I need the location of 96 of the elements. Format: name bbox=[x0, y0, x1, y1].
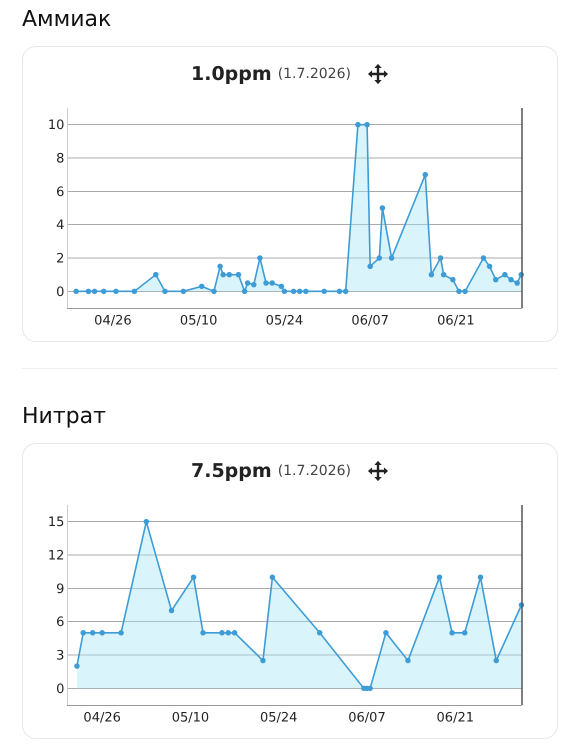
point bbox=[440, 272, 446, 278]
point bbox=[456, 288, 462, 294]
point bbox=[190, 574, 196, 580]
point bbox=[100, 288, 106, 294]
y-tick-label: 9 bbox=[56, 582, 64, 597]
y-tick-label: 8 bbox=[56, 152, 64, 167]
x-tick-label: 05/10 bbox=[172, 710, 210, 726]
chart-subtitle: 7.5ppm (1.7.2026) bbox=[191, 460, 351, 482]
point bbox=[132, 288, 138, 294]
point bbox=[270, 574, 276, 580]
point bbox=[92, 288, 98, 294]
x-tick-label: 06/21 bbox=[437, 314, 475, 329]
point bbox=[462, 288, 468, 294]
point bbox=[200, 630, 206, 636]
point bbox=[492, 276, 498, 282]
point bbox=[242, 288, 248, 294]
point bbox=[226, 272, 232, 278]
point bbox=[342, 288, 348, 294]
y-tick-label: 3 bbox=[56, 648, 64, 664]
point bbox=[364, 122, 370, 128]
point bbox=[217, 264, 223, 270]
point bbox=[219, 630, 225, 636]
point bbox=[367, 264, 373, 270]
point bbox=[86, 288, 92, 294]
y-tick-label: 6 bbox=[56, 184, 64, 200]
point bbox=[438, 255, 444, 261]
x-tick-label: 06/07 bbox=[348, 710, 386, 726]
point bbox=[405, 658, 411, 664]
point bbox=[422, 172, 428, 178]
point bbox=[278, 284, 284, 290]
point bbox=[153, 272, 159, 278]
x-tick-label: 06/21 bbox=[436, 710, 474, 726]
point bbox=[383, 630, 389, 636]
point bbox=[180, 288, 186, 294]
point bbox=[74, 663, 80, 669]
point bbox=[211, 288, 217, 294]
point bbox=[290, 288, 296, 294]
point bbox=[388, 255, 394, 261]
x-tick-label: 05/24 bbox=[260, 710, 298, 726]
point bbox=[480, 255, 486, 261]
point bbox=[244, 280, 250, 286]
point bbox=[168, 608, 174, 614]
point bbox=[450, 276, 456, 282]
point bbox=[220, 272, 226, 278]
point bbox=[355, 122, 361, 128]
point bbox=[144, 518, 150, 524]
point bbox=[198, 284, 204, 290]
point bbox=[380, 205, 386, 211]
y-tick-label: 6 bbox=[56, 615, 64, 630]
point bbox=[376, 255, 382, 261]
point bbox=[316, 630, 322, 636]
x-tick-label: 04/26 bbox=[94, 314, 132, 329]
y-tick-label: 15 bbox=[48, 515, 64, 530]
point bbox=[508, 276, 514, 282]
y-tick-label: 2 bbox=[56, 252, 64, 267]
point bbox=[269, 280, 275, 286]
chart-title: Нитрат bbox=[22, 403, 107, 431]
point bbox=[494, 658, 499, 664]
x-tick-label: 05/24 bbox=[266, 314, 304, 329]
point bbox=[514, 280, 520, 286]
y-tick-label: 10 bbox=[48, 118, 64, 134]
point bbox=[336, 288, 342, 294]
point bbox=[73, 288, 79, 294]
point bbox=[80, 630, 86, 636]
point bbox=[502, 272, 508, 278]
chart-subtitle: 1.0ppm (1.7.2026) bbox=[191, 63, 351, 85]
point bbox=[90, 630, 96, 636]
point bbox=[282, 288, 288, 294]
point bbox=[462, 630, 468, 636]
y-tick-label: 12 bbox=[48, 548, 64, 564]
chart-title: Аммиак bbox=[22, 6, 112, 34]
x-tick-label: 04/26 bbox=[83, 710, 121, 726]
point bbox=[428, 272, 434, 278]
y-tick-label: 0 bbox=[56, 284, 64, 300]
point bbox=[162, 288, 168, 294]
point bbox=[99, 630, 105, 636]
point bbox=[486, 264, 492, 270]
point bbox=[449, 630, 455, 636]
x-tick-label: 06/07 bbox=[351, 314, 389, 329]
y-tick-label: 0 bbox=[56, 682, 64, 697]
point bbox=[263, 280, 269, 286]
point bbox=[236, 272, 242, 278]
point bbox=[260, 658, 266, 664]
point bbox=[303, 288, 309, 294]
point bbox=[321, 288, 327, 294]
point bbox=[436, 574, 442, 580]
point bbox=[478, 574, 484, 580]
point bbox=[296, 288, 302, 294]
point bbox=[251, 282, 257, 288]
point bbox=[113, 288, 119, 294]
point bbox=[257, 255, 263, 261]
point bbox=[118, 630, 124, 636]
point bbox=[226, 630, 232, 636]
x-tick-label: 05/10 bbox=[180, 314, 218, 329]
point bbox=[232, 630, 238, 636]
y-tick-label: 4 bbox=[56, 218, 64, 234]
